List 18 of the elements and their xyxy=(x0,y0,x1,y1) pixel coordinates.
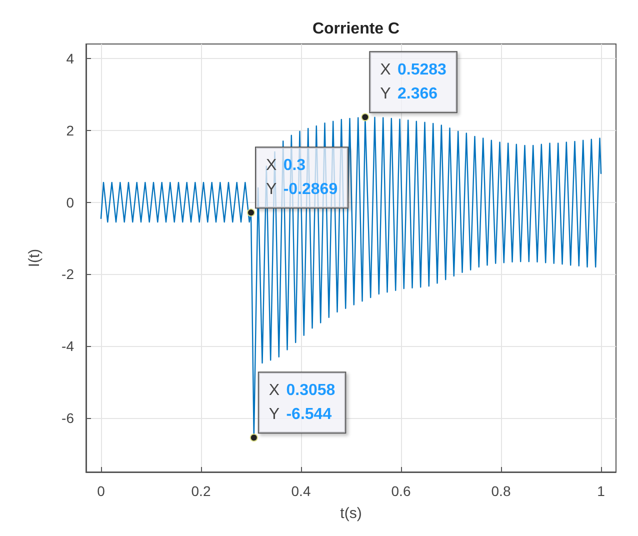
y-tick-label: 2 xyxy=(66,122,74,138)
x-tick-label: 0.2 xyxy=(191,483,211,499)
y-tick-label: 0 xyxy=(66,194,74,210)
annotation: X 0.5283 Y 2.366 xyxy=(380,62,447,103)
annotation: X 0.3058 Y -6.544 xyxy=(268,382,336,424)
y-tick-label: -4 xyxy=(62,338,74,354)
x-tick-label: 0.8 xyxy=(491,483,511,499)
y-axis-title: I(t) xyxy=(26,248,43,268)
y-tick-label: 4 xyxy=(66,50,74,66)
x-tick-label: 0 xyxy=(97,483,106,499)
chart-title: Corriente C xyxy=(312,20,400,38)
x-tick-label: 0.4 xyxy=(291,483,311,499)
x-tick-label: 1 xyxy=(597,483,606,499)
y-tick-label: -6 xyxy=(62,410,74,426)
x-tick-label: 0.6 xyxy=(391,483,411,499)
annotation: X 0.3 Y -0.2869 xyxy=(266,157,338,198)
x-axis-title: t(s) xyxy=(340,505,362,522)
y-tick-label: -2 xyxy=(62,266,74,282)
